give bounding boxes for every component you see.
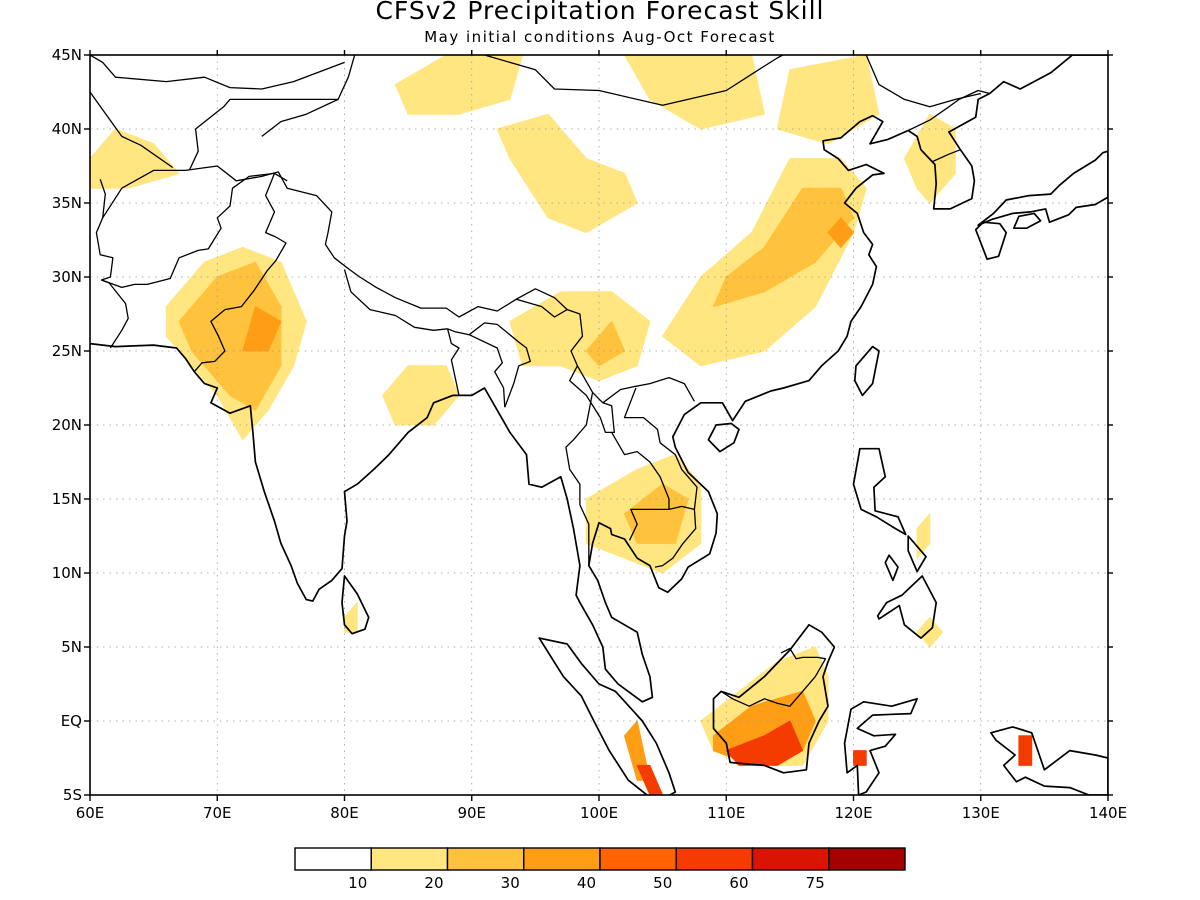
island-coastline: [907, 535, 927, 573]
island-coastline: [341, 575, 370, 635]
lat-tick-label: 20N: [52, 416, 82, 434]
colorbar-swatch: [675, 847, 754, 871]
lon-tick-label: 70E: [203, 804, 232, 822]
colorbar-label: 75: [806, 874, 825, 892]
map-subtitle: May initial conditions Aug-Oct Forecast: [424, 28, 776, 46]
skill-region: [624, 55, 765, 130]
colorbar-label: 10: [348, 874, 367, 892]
island-coastline: [853, 345, 880, 397]
island-coastline: [884, 554, 899, 582]
colorbar-swatch: [828, 847, 906, 871]
country-border: [496, 323, 531, 408]
skill-region: [776, 55, 880, 145]
lat-tick-label: 5N: [61, 638, 82, 656]
country-border: [907, 89, 990, 132]
country-border: [932, 149, 961, 163]
colorbar-swatch: [751, 847, 830, 871]
skill-region: [509, 291, 651, 382]
skill-region: [853, 750, 867, 766]
country-border: [565, 392, 594, 566]
colorbar-swatch: [294, 847, 372, 871]
gridlines: [90, 55, 1108, 795]
skill-region: [725, 720, 804, 766]
country-border: [90, 91, 174, 169]
lat-tick-label: EQ: [61, 712, 82, 730]
island-coastline: [990, 726, 1108, 795]
skill-region: [827, 217, 854, 248]
island-coastline: [843, 697, 918, 795]
country-border: [446, 328, 460, 396]
country-border: [611, 432, 670, 541]
country-border: [188, 98, 339, 171]
island-coastline: [707, 422, 740, 453]
country-border: [193, 173, 287, 373]
lon-tick-label: 80E: [330, 804, 359, 822]
island-coastline: [712, 623, 836, 774]
country-border: [468, 334, 506, 408]
lat-tick-label: 30N: [52, 268, 82, 286]
skill-shading-layer: [90, 55, 1033, 795]
lon-tick-label: 110E: [707, 804, 745, 822]
skill-region: [496, 113, 638, 234]
lat-tick-label: 10N: [52, 564, 82, 582]
country-border: [343, 269, 448, 331]
country-border: [261, 55, 356, 137]
country-border: [516, 298, 568, 318]
colorbar: 10 20 30 40 50 60 75: [294, 847, 906, 892]
colorbar-swatch: [370, 847, 449, 871]
country-border: [101, 279, 129, 349]
colorbar-label: 60: [729, 874, 748, 892]
country-border: [865, 55, 981, 108]
skill-region: [1018, 735, 1033, 766]
skill-region: [713, 187, 854, 308]
country-border: [483, 55, 785, 106]
lat-tick-label: 5S: [63, 786, 82, 804]
country-border: [569, 365, 615, 434]
lon-tick-label: 100E: [580, 804, 618, 822]
colorbar-label: 50: [653, 874, 672, 892]
colorbar-label: 40: [577, 874, 596, 892]
country-border: [720, 647, 827, 707]
map-title: CFSv2 Precipitation Forecast Skill: [375, 0, 825, 25]
skill-region: [178, 261, 282, 411]
country-border: [95, 172, 288, 289]
island-coastline: [1012, 212, 1042, 230]
skill-region: [394, 55, 524, 115]
lat-tick-label: 15N: [52, 490, 82, 508]
country-border: [90, 55, 345, 90]
skill-region: [90, 128, 180, 189]
skill-region: [382, 365, 460, 426]
skill-region: [916, 616, 944, 648]
island-coastline: [538, 637, 677, 795]
coastline-layer: [90, 55, 1108, 795]
lon-tick-label: 130E: [962, 804, 1000, 822]
axis-ticks: 60E 70E 80E 90E 100E 110E 120E 130E 140E 45N 40N 35…: [52, 46, 1127, 822]
colorbar-label: 20: [424, 874, 443, 892]
skill-region: [916, 513, 931, 559]
coastline: [90, 55, 1108, 703]
lon-tick-label: 120E: [834, 804, 872, 822]
lon-tick-label: 60E: [76, 804, 105, 822]
colorbar-swatch: [599, 847, 677, 871]
colorbar-label: 30: [501, 874, 520, 892]
lon-tick-label: 90E: [457, 804, 486, 822]
lat-tick-label: 40N: [52, 120, 82, 138]
island-coastline: [852, 447, 907, 536]
colorbar-swatch: [523, 847, 601, 871]
lat-tick-label: 35N: [52, 194, 82, 212]
skill-region: [624, 483, 689, 544]
lat-tick-label: 25N: [52, 342, 82, 360]
island-coastline: [876, 575, 938, 639]
lat-tick-label: 45N: [52, 46, 82, 64]
lon-tick-label: 140E: [1089, 804, 1127, 822]
skill-region: [636, 764, 664, 795]
country-border: [447, 322, 498, 336]
country-border: [623, 387, 698, 510]
country-border: [654, 505, 697, 568]
island-coastline: [974, 221, 1008, 261]
island-coastline: [977, 150, 1108, 227]
colorbar-swatch: [446, 847, 525, 871]
